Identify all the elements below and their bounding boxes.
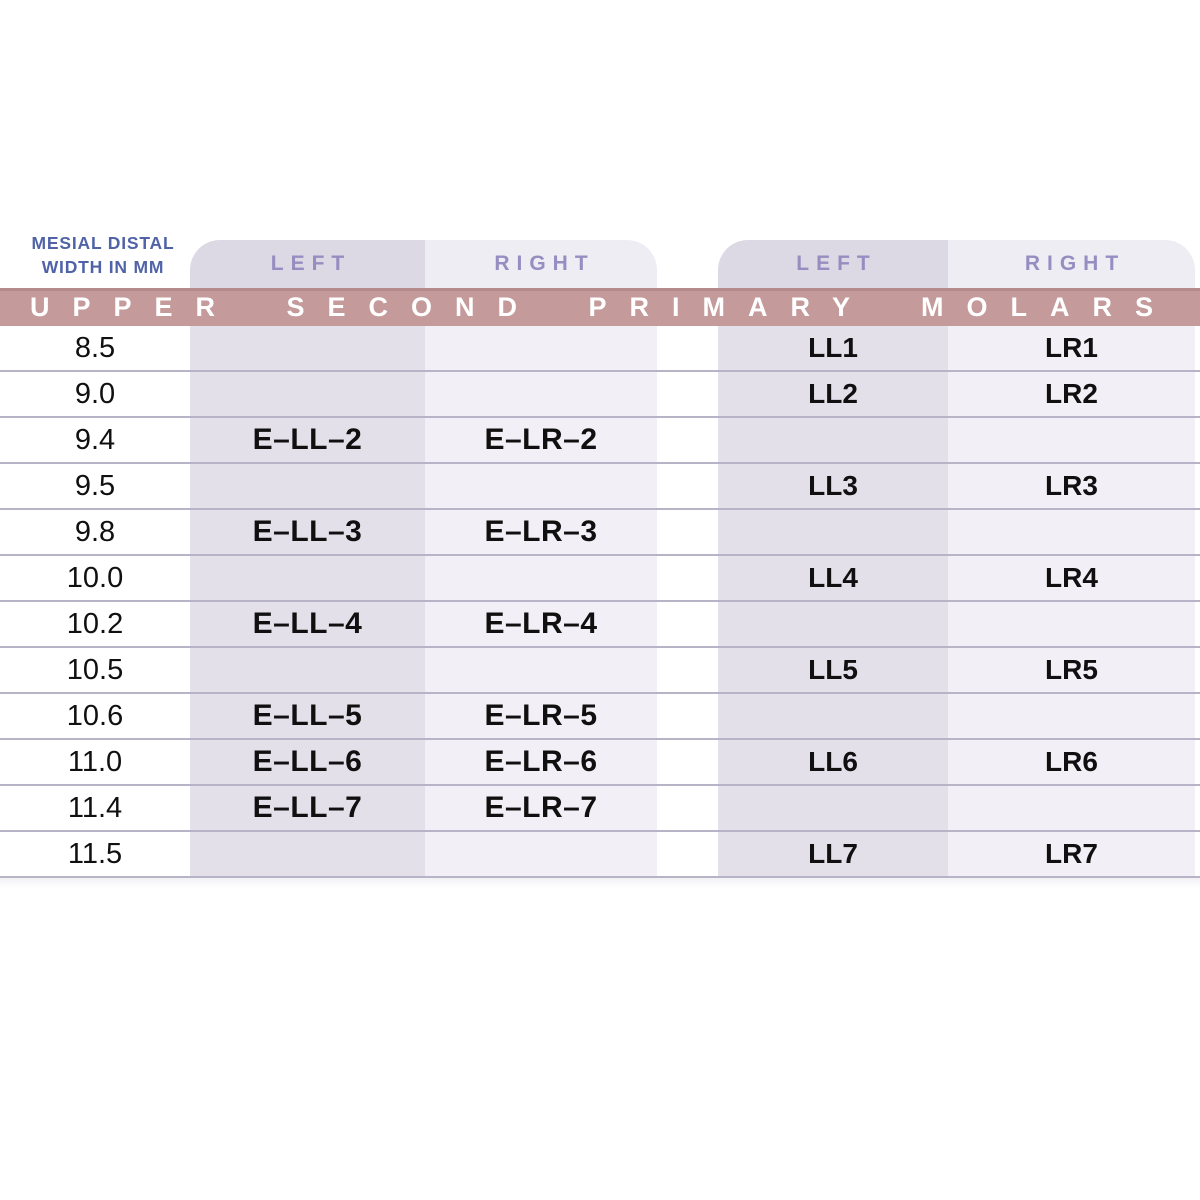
ell-code-cell: E–LL–7	[252, 791, 363, 824]
width-cell: 9.0	[74, 377, 116, 410]
ell-code-cell	[190, 464, 425, 508]
lr-code-cell	[948, 786, 1195, 830]
width-cell: 11.5	[67, 837, 123, 870]
lr-code-cell	[948, 418, 1195, 462]
table-row: 11.5 LL7 LR7	[0, 832, 1200, 878]
ll-code-cell: LL1	[808, 332, 858, 363]
ll-code-cell: LL5	[808, 654, 858, 685]
panel1-header: LEFT RIGHT	[190, 240, 657, 288]
elr-code-cell	[425, 372, 657, 416]
ell-code-cell: E–LL–2	[252, 423, 363, 456]
table-row: 9.5 LL3 LR3	[0, 464, 1200, 510]
ll-code-cell: LL3	[808, 470, 858, 501]
width-cell: 10.5	[66, 653, 124, 686]
ell-code-cell: E–LL–5	[252, 699, 363, 732]
width-cell: 10.2	[66, 607, 124, 640]
lr-code-cell: LR4	[1045, 562, 1098, 593]
elr-code-cell: E–LR–2	[484, 423, 598, 456]
banner-title: UPPER SECOND PRIMARY MOLARS	[0, 288, 1200, 326]
table-row: 10.2 E–LL–4 E–LR–4	[0, 602, 1200, 648]
width-cell: 10.0	[66, 561, 124, 594]
lr-code-cell: LR2	[1045, 378, 1098, 409]
panel1-right-column-header: RIGHT	[425, 240, 657, 288]
width-cell: 9.8	[74, 515, 116, 548]
ll-code-cell: LL4	[808, 562, 858, 593]
lr-code-cell	[948, 510, 1195, 554]
elr-code-cell	[425, 648, 657, 692]
table-row: 11.4 E–LL–7 E–LR–7	[0, 786, 1200, 832]
stripe-panel1-right	[425, 326, 657, 878]
elr-code-cell	[425, 556, 657, 600]
lr-code-cell: LR3	[1045, 470, 1098, 501]
width-cell: 10.6	[66, 699, 124, 732]
elr-code-cell: E–LR–5	[484, 699, 598, 732]
elr-code-cell: E–LR–7	[484, 791, 598, 824]
elr-code-cell: E–LR–3	[484, 515, 598, 548]
ell-code-cell	[190, 556, 425, 600]
column-stripes	[0, 326, 1200, 878]
ell-code-cell	[190, 372, 425, 416]
width-cell: 9.4	[74, 423, 116, 456]
panel1-left-column-header: LEFT	[190, 240, 425, 288]
elr-code-cell	[425, 832, 657, 876]
lr-code-cell: LR5	[1045, 654, 1098, 685]
elr-code-cell: E–LR–4	[484, 607, 598, 640]
ell-code-cell	[190, 326, 425, 370]
table-row: 10.5 LL5 LR5	[0, 648, 1200, 694]
stripe-panel2-right	[948, 326, 1195, 878]
measure-label-line1: MESIAL DISTAL	[31, 233, 175, 253]
ll-code-cell	[718, 602, 948, 646]
width-cell: 11.0	[67, 745, 123, 778]
ell-code-cell: E–LL–4	[252, 607, 363, 640]
width-cell: 8.5	[74, 331, 116, 364]
ll-code-cell: LL2	[808, 378, 858, 409]
table-row: 9.4 E–LL–2 E–LR–2	[0, 418, 1200, 464]
measure-label: MESIAL DISTAL WIDTH IN MM	[8, 231, 198, 279]
table-row: 10.6 E–LL–5 E–LR–5	[0, 694, 1200, 740]
width-cell: 11.4	[67, 791, 123, 824]
table-row: 11.0 E–LL–6 E–LR–6 LL6 LR6	[0, 740, 1200, 786]
panel2-header: LEFT RIGHT	[718, 240, 1195, 288]
table-bottom-fade	[0, 878, 1200, 888]
elr-code-cell: E–LR–6	[484, 745, 598, 778]
lr-code-cell	[948, 694, 1195, 738]
table-row: 9.8 E–LL–3 E–LR–3	[0, 510, 1200, 556]
lr-code-cell: LR6	[1045, 746, 1098, 777]
ll-code-cell	[718, 418, 948, 462]
ell-code-cell	[190, 832, 425, 876]
elr-code-cell	[425, 464, 657, 508]
panel2-left-column-header: LEFT	[718, 240, 948, 288]
table-row: 8.5 LL1 LR1	[0, 326, 1200, 372]
ll-code-cell	[718, 786, 948, 830]
lr-code-cell: LR1	[1045, 332, 1098, 363]
measure-label-line2: WIDTH IN MM	[41, 257, 165, 277]
stripe-panel1-left	[190, 326, 425, 878]
ll-code-cell: LL7	[808, 838, 858, 869]
ell-code-cell: E–LL–3	[252, 515, 363, 548]
elr-code-cell	[425, 326, 657, 370]
table-row: 10.0 LL4 LR4	[0, 556, 1200, 602]
size-table: 8.5 LL1 LR1 9.0 LL2 LR2 9.4 E–LL–2 E–LR–…	[0, 326, 1200, 878]
ell-code-cell: E–LL–6	[252, 745, 363, 778]
ll-code-cell	[718, 510, 948, 554]
lr-code-cell: LR7	[1045, 838, 1098, 869]
stripe-panel2-left	[718, 326, 948, 878]
ell-code-cell	[190, 648, 425, 692]
table-row: 9.0 LL2 LR2	[0, 372, 1200, 418]
ll-code-cell	[718, 694, 948, 738]
width-cell: 9.5	[74, 469, 116, 502]
ll-code-cell: LL6	[808, 746, 858, 777]
panel2-right-column-header: RIGHT	[948, 240, 1195, 288]
lr-code-cell	[948, 602, 1195, 646]
